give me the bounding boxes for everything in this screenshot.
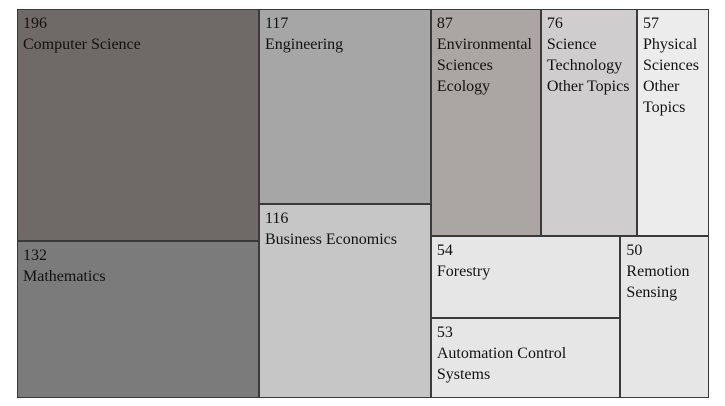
category-label: Automation Control Systems [436, 344, 567, 383]
value-label: 116 [264, 210, 289, 228]
treemap-cell: 53 Automation Control Systems [430, 317, 621, 398]
treemap-cell: 54 Forestry [430, 236, 621, 318]
value-label: 76 [546, 15, 563, 32]
treemap-cell: 57 Physical Sciences Other Topics [636, 9, 709, 236]
value-label: 50 [626, 242, 643, 259]
category-label: Engineering [264, 36, 344, 53]
category-label: Forestry [436, 263, 491, 280]
value-label: 87 [436, 15, 453, 32]
category-label: Science Technology Other Topics [546, 36, 630, 95]
value-label: 196 [23, 15, 47, 32]
value-label: 57 [642, 15, 659, 32]
treemap-cell: 196 Computer Science [17, 9, 259, 242]
category-label: Mathematics [23, 268, 106, 286]
value-label: 117 [264, 15, 289, 32]
value-label: 132 [23, 247, 47, 265]
treemap-cell: 132 Mathematics [17, 241, 259, 398]
treemap-cell: 76 Science Technology Other Topics [540, 9, 637, 236]
treemap-cell: 116 Business Economics [258, 204, 431, 398]
value-label: 54 [436, 242, 453, 259]
category-label: Physical Sciences Other Topics [642, 36, 699, 116]
category-label: Computer Science [23, 36, 141, 53]
value-label: 53 [436, 323, 453, 341]
treemap-cell: 50 Remotion Sensing [620, 236, 709, 398]
category-label: Business Economics [264, 231, 397, 249]
category-label: Remotion Sensing [626, 263, 690, 301]
category-label: Environmental Sciences Ecology [436, 36, 532, 95]
treemap-cell: 87 Environmental Sciences Ecology [430, 9, 541, 236]
treemap-cell: 117 Engineering [258, 9, 431, 205]
